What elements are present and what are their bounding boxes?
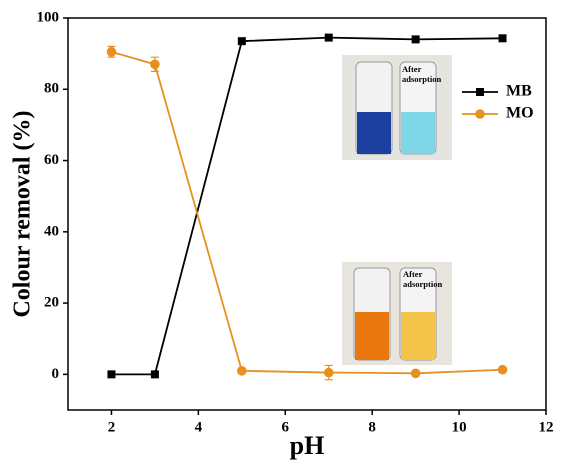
inset-photo-mb <box>342 55 452 160</box>
inset-caption: adsorption <box>403 279 442 289</box>
x-tick-label: 4 <box>195 419 203 435</box>
inset-caption: adsorption <box>402 74 441 84</box>
x-tick-label: 10 <box>452 419 467 435</box>
y-tick-label: 40 <box>44 223 59 239</box>
data-point <box>107 47 117 57</box>
data-point <box>499 34 507 42</box>
x-tick-label: 6 <box>282 419 290 435</box>
data-point <box>238 37 246 45</box>
data-point <box>324 368 334 378</box>
data-point <box>412 35 420 43</box>
x-tick-label: 8 <box>368 419 376 435</box>
y-tick-label: 60 <box>44 152 59 168</box>
plot-frame <box>68 18 546 410</box>
data-point <box>498 365 508 375</box>
inset-caption: After <box>403 269 423 279</box>
chart: Colour removal (%) pH 2 4 6 8 10 12 0 20 40 60 80 1… <box>0 0 562 464</box>
x-tick-label: 12 <box>539 419 554 435</box>
data-point <box>150 60 160 70</box>
x-axis-label: pH <box>290 431 325 460</box>
legend-label: MB <box>506 83 532 100</box>
data-point <box>411 368 421 378</box>
y-tick-label: 0 <box>52 366 60 382</box>
legend-marker <box>476 88 484 96</box>
y-axis-label: Colour removal (%) <box>10 110 36 317</box>
data-point <box>151 370 159 378</box>
data-point <box>107 370 115 378</box>
inset-caption: After <box>402 64 422 74</box>
y-tick-label: 80 <box>44 81 59 97</box>
inset-photo-mo <box>342 262 452 365</box>
legend-marker <box>475 109 485 119</box>
x-tick-label: 2 <box>108 419 116 435</box>
y-tick-label: 20 <box>44 295 59 311</box>
legend-label: MO <box>506 105 534 122</box>
data-point <box>325 34 333 42</box>
y-tick-label: 100 <box>37 9 60 25</box>
data-point <box>237 366 247 376</box>
